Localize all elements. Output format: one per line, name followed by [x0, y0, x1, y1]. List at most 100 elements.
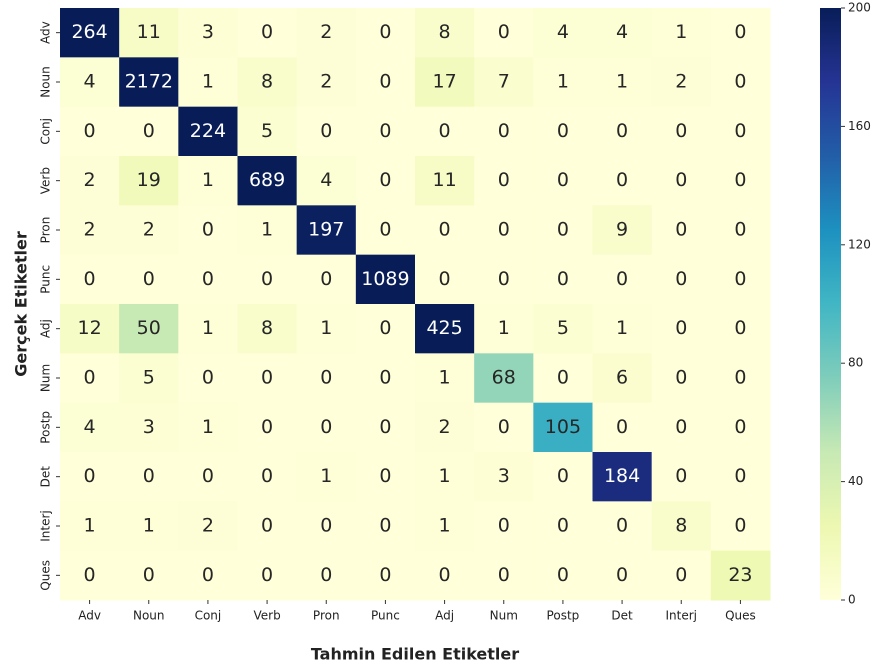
heatmap-cell: [60, 57, 120, 108]
heatmap-cell: [474, 452, 534, 502]
cell-label: 264: [71, 21, 107, 43]
heatmap-cell: [237, 452, 298, 502]
cell-label: 19: [137, 169, 161, 191]
cell-label: 689: [249, 169, 285, 191]
cell-label: 2: [439, 416, 451, 438]
cell-label: 11: [137, 21, 161, 43]
cell-label: 5: [143, 367, 155, 389]
heatmap-cell: [237, 304, 298, 354]
heatmap-cell: [178, 304, 238, 354]
cell-label: 17: [432, 71, 456, 93]
heatmap-cell: [60, 254, 120, 305]
heatmap-cell: [710, 353, 771, 404]
cell-label: 1: [439, 367, 451, 389]
heatmap-cell: [415, 8, 475, 58]
heatmap-cell: [592, 156, 653, 206]
cell-label: 4: [320, 169, 332, 191]
cell-label: 2: [84, 219, 96, 241]
heatmap-cell: [178, 452, 238, 502]
heatmap-cell: [533, 402, 593, 453]
cell-label: 0: [379, 120, 391, 142]
cell-label: 0: [675, 219, 687, 241]
heatmap-cell: [651, 402, 712, 453]
cell-label: 0: [379, 169, 391, 191]
cell-label: 0: [379, 219, 391, 241]
heatmap-cell: [592, 8, 653, 58]
heatmap-cell: [355, 452, 416, 502]
heatmap-cell: [355, 106, 416, 157]
cell-label: 0: [379, 317, 391, 339]
cell-label: 0: [734, 219, 746, 241]
heatmap-cell: [178, 353, 238, 404]
heatmap-cell: [592, 353, 653, 404]
cell-label: 3: [143, 416, 155, 438]
cell-label: 0: [261, 367, 273, 389]
heatmap-cell: [710, 501, 771, 552]
cell-label: 0: [498, 219, 510, 241]
cell-label: 425: [426, 317, 462, 339]
heatmap-cell: [237, 57, 298, 108]
colorbar-tick-label: 160: [848, 119, 871, 133]
heatmap-cell: [60, 106, 120, 157]
heatmap-cell: [355, 550, 416, 601]
heatmap-cell: [710, 304, 771, 354]
y-tick-label: Verb: [39, 167, 53, 194]
cell-label: 0: [675, 120, 687, 142]
heatmap-cell: [474, 402, 534, 453]
heatmap-cell: [355, 57, 416, 108]
heatmap-cell: [415, 57, 475, 108]
cell-label: 0: [439, 564, 451, 586]
cell-label: 2: [202, 515, 214, 537]
heatmap-cell: [592, 402, 653, 453]
cell-label: 8: [261, 71, 273, 93]
cell-label: 0: [439, 219, 451, 241]
cell-label: 224: [190, 120, 226, 142]
heatmap-cell: [60, 8, 120, 58]
cell-label: 0: [84, 564, 96, 586]
cell-label: 50: [137, 317, 161, 339]
heatmap-cell: [710, 452, 771, 502]
heatmap-cell: [237, 550, 298, 601]
cell-label: 2: [84, 169, 96, 191]
heatmap-cell: [415, 501, 475, 552]
y-tick-label: Interj: [39, 510, 53, 542]
cell-label: 0: [143, 120, 155, 142]
cell-label: 1: [202, 169, 214, 191]
heatmap-cell: [119, 205, 179, 256]
heatmap-cell: [592, 304, 653, 354]
cell-label: 0: [261, 268, 273, 290]
cell-label: 0: [84, 367, 96, 389]
heatmap-cell: [710, 106, 771, 157]
cell-label: 2: [675, 71, 687, 93]
heatmap-cell: [296, 304, 357, 354]
heatmap-cell: [533, 353, 593, 404]
colorbar-tick-label: 40: [848, 474, 863, 488]
cell-label: 2: [320, 21, 332, 43]
heatmap-cell: [60, 304, 120, 354]
heatmap-cell: [119, 106, 179, 157]
heatmap-cell: [710, 254, 771, 305]
cell-label: 0: [675, 465, 687, 487]
heatmap-cell: [296, 205, 357, 256]
cell-label: 0: [320, 120, 332, 142]
heatmap-cell: [592, 254, 653, 305]
x-tick-label: Punc: [371, 609, 400, 623]
cell-label: 0: [439, 268, 451, 290]
heatmap-cell: [592, 106, 653, 157]
heatmap-cell: [415, 402, 475, 453]
cell-label: 105: [545, 416, 581, 438]
cell-label: 0: [557, 515, 569, 537]
heatmap-cell: [355, 304, 416, 354]
heatmap-cell: [178, 402, 238, 453]
cell-label: 0: [675, 268, 687, 290]
heatmap-cell: [119, 254, 179, 305]
heatmap-cell: [474, 205, 534, 256]
cell-label: 0: [734, 268, 746, 290]
cell-label: 1: [84, 515, 96, 537]
cell-label: 0: [616, 416, 628, 438]
cell-label: 0: [498, 21, 510, 43]
cell-label: 1: [320, 317, 332, 339]
heatmap-cell: [474, 106, 534, 157]
colorbar-tick-label: 200: [848, 1, 871, 15]
cell-label: 1: [439, 515, 451, 537]
